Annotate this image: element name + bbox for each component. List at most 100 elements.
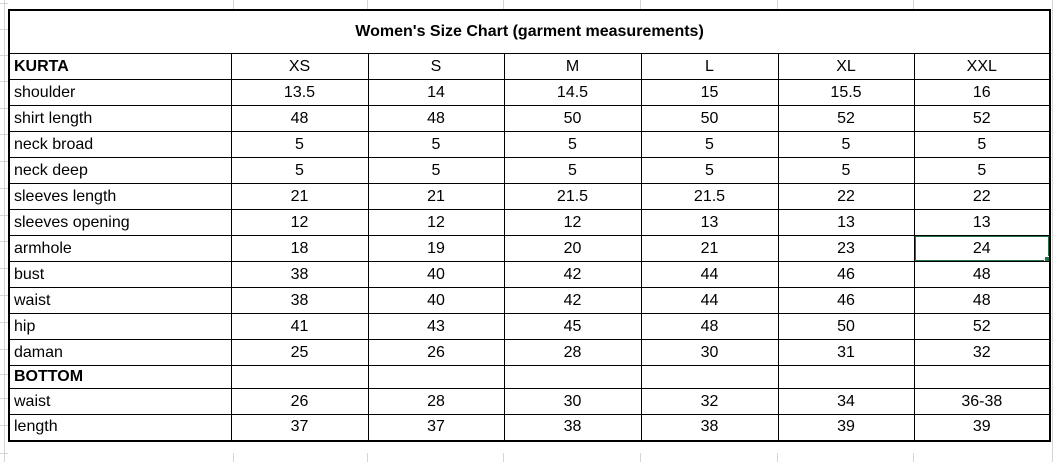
- cell[interactable]: 44: [640, 261, 779, 288]
- cell[interactable]: 50: [503, 105, 642, 132]
- cell[interactable]: 52: [777, 105, 915, 132]
- row-label[interactable]: shirt length: [8, 105, 232, 132]
- cell[interactable]: 18: [230, 235, 369, 262]
- cell[interactable]: 46: [777, 261, 915, 288]
- cell[interactable]: 5: [640, 131, 779, 158]
- section-label-bottom[interactable]: BOTTOM: [8, 365, 232, 389]
- cell[interactable]: 42: [503, 261, 642, 288]
- cell[interactable]: 12: [503, 209, 642, 236]
- row-label[interactable]: waist: [8, 388, 232, 415]
- cell[interactable]: 46: [777, 287, 915, 314]
- cell[interactable]: 12: [230, 209, 369, 236]
- cell[interactable]: 5: [640, 157, 779, 184]
- cell[interactable]: 5: [367, 131, 505, 158]
- cell[interactable]: [230, 365, 369, 389]
- cell[interactable]: 21: [367, 183, 505, 210]
- sheet-title-cell[interactable]: Women's Size Chart (garment measurements…: [8, 9, 1051, 54]
- cell[interactable]: 5: [230, 157, 369, 184]
- header-size-xl[interactable]: XL: [777, 53, 915, 80]
- cell[interactable]: [777, 365, 915, 389]
- cell[interactable]: 23: [777, 235, 915, 262]
- cell[interactable]: 37: [367, 414, 505, 441]
- cell[interactable]: 22: [913, 183, 1051, 210]
- row-label[interactable]: hip: [8, 313, 232, 340]
- cell[interactable]: 42: [503, 287, 642, 314]
- selected-cell-armhole-xxl[interactable]: 24: [913, 235, 1051, 262]
- cell[interactable]: 39: [913, 414, 1051, 441]
- row-label[interactable]: bust: [8, 261, 232, 288]
- cell[interactable]: 21.5: [503, 183, 642, 210]
- cell[interactable]: 48: [230, 105, 369, 132]
- cell[interactable]: 39: [777, 414, 915, 441]
- cell[interactable]: 22: [777, 183, 915, 210]
- cell[interactable]: 31: [777, 339, 915, 366]
- cell[interactable]: 30: [640, 339, 779, 366]
- cell[interactable]: 5: [913, 131, 1051, 158]
- cell[interactable]: 26: [230, 388, 369, 415]
- row-label[interactable]: sleeves opening: [8, 209, 232, 236]
- cell[interactable]: 36-38: [913, 388, 1051, 415]
- cell[interactable]: 34: [777, 388, 915, 415]
- row-label[interactable]: waist: [8, 287, 232, 314]
- cell[interactable]: 5: [913, 157, 1051, 184]
- cell[interactable]: 20: [503, 235, 642, 262]
- cell[interactable]: [913, 365, 1051, 389]
- cell[interactable]: 28: [367, 388, 505, 415]
- cell[interactable]: 5: [777, 157, 915, 184]
- cell[interactable]: 48: [913, 287, 1051, 314]
- cell[interactable]: 5: [777, 131, 915, 158]
- header-size-m[interactable]: M: [503, 53, 642, 80]
- cell[interactable]: 38: [503, 414, 642, 441]
- cell[interactable]: 48: [913, 261, 1051, 288]
- cell[interactable]: 45: [503, 313, 642, 340]
- cell[interactable]: 5: [367, 157, 505, 184]
- cell[interactable]: 26: [367, 339, 505, 366]
- cell[interactable]: 50: [640, 105, 779, 132]
- cell[interactable]: 13: [777, 209, 915, 236]
- cell[interactable]: 38: [230, 261, 369, 288]
- cell[interactable]: 43: [367, 313, 505, 340]
- cell[interactable]: 25: [230, 339, 369, 366]
- cell[interactable]: 30: [503, 388, 642, 415]
- row-label[interactable]: daman: [8, 339, 232, 366]
- cell[interactable]: 52: [913, 313, 1051, 340]
- header-kurta[interactable]: KURTA: [8, 53, 232, 80]
- header-size-xs[interactable]: XS: [230, 53, 369, 80]
- cell[interactable]: 32: [913, 339, 1051, 366]
- cell[interactable]: 28: [503, 339, 642, 366]
- cell[interactable]: 21: [640, 235, 779, 262]
- cell[interactable]: 21: [230, 183, 369, 210]
- cell[interactable]: 37: [230, 414, 369, 441]
- cell[interactable]: 15.5: [777, 79, 915, 106]
- cell[interactable]: 13: [913, 209, 1051, 236]
- row-label[interactable]: shoulder: [8, 79, 232, 106]
- cell[interactable]: 5: [230, 131, 369, 158]
- header-size-xxl[interactable]: XXL: [913, 53, 1051, 80]
- cell[interactable]: [503, 365, 642, 389]
- header-size-s[interactable]: S: [367, 53, 505, 80]
- cell[interactable]: 32: [640, 388, 779, 415]
- cell[interactable]: 50: [777, 313, 915, 340]
- cell[interactable]: 14: [367, 79, 505, 106]
- cell[interactable]: [640, 365, 779, 389]
- cell[interactable]: 15: [640, 79, 779, 106]
- cell[interactable]: 5: [503, 131, 642, 158]
- cell[interactable]: 44: [640, 287, 779, 314]
- cell[interactable]: 14.5: [503, 79, 642, 106]
- cell[interactable]: 5: [503, 157, 642, 184]
- cell[interactable]: 48: [640, 313, 779, 340]
- fill-handle[interactable]: [1044, 256, 1050, 261]
- row-label[interactable]: length: [8, 414, 232, 441]
- cell[interactable]: 38: [230, 287, 369, 314]
- cell[interactable]: 38: [640, 414, 779, 441]
- cell[interactable]: 21.5: [640, 183, 779, 210]
- cell[interactable]: 12: [367, 209, 505, 236]
- cell[interactable]: 41: [230, 313, 369, 340]
- cell[interactable]: 48: [367, 105, 505, 132]
- header-size-l[interactable]: L: [640, 53, 779, 80]
- cell[interactable]: 16: [913, 79, 1051, 106]
- cell[interactable]: 19: [367, 235, 505, 262]
- cell[interactable]: 40: [367, 261, 505, 288]
- cell[interactable]: 13.5: [230, 79, 369, 106]
- cell[interactable]: 40: [367, 287, 505, 314]
